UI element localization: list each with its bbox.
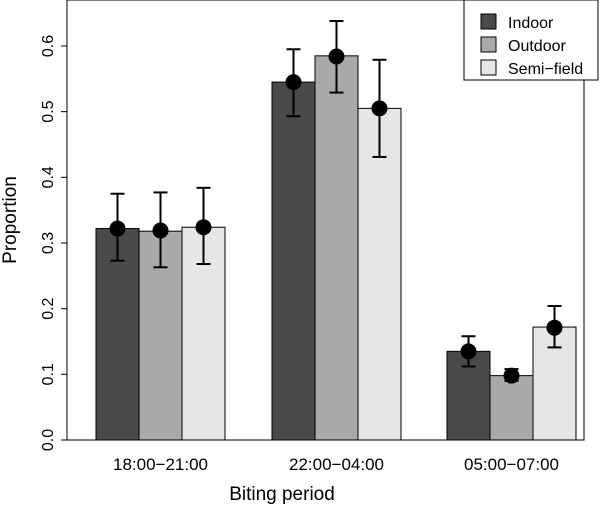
x-axis: 18:00−21:00 22:00−04:00 05:00−07:00: [113, 455, 559, 474]
legend-label: Indoor: [508, 15, 554, 32]
x-axis-label: Biting period: [229, 484, 335, 505]
legend-swatch: [480, 13, 497, 30]
legend-label: Outdoor: [508, 38, 566, 55]
x-tick-label: 18:00−21:00: [113, 455, 208, 474]
bar-outdoor-1: [314, 55, 359, 441]
y-tick-label: 0.5: [40, 100, 57, 122]
estimate-point: [152, 222, 169, 239]
y-tick-label: 0.1: [40, 363, 57, 385]
y-tick-label: 0.3: [40, 232, 57, 254]
legend: Indoor Outdoor Semi−field: [463, 0, 599, 81]
legend-swatch: [480, 59, 497, 76]
estimate-point: [285, 74, 302, 91]
y-tick-label: 0.4: [40, 166, 57, 188]
bar-outdoor-2: [489, 375, 534, 441]
estimate-point: [371, 100, 388, 117]
x-tick-label: 22:00−04:00: [289, 455, 384, 474]
estimate-point: [503, 367, 520, 384]
y-tick-label: 0.0: [40, 429, 57, 451]
legend-swatch: [480, 36, 497, 53]
estimate-point: [195, 219, 212, 236]
estimate-point: [460, 343, 477, 360]
y-axis: 0.0 0.1 0.2 0.3 0.4 0.5 0.6: [40, 35, 67, 451]
y-tick-label: 0.2: [40, 297, 57, 319]
y-axis-label: Proportion: [0, 176, 21, 264]
y-tick-label: 0.6: [40, 35, 57, 57]
error-bars-layer: [109, 20, 563, 384]
x-tick-label: 05:00−07:00: [464, 455, 559, 474]
legend-label: Semi−field: [508, 61, 583, 78]
bar-semifield-1: [357, 107, 402, 441]
bar-indoor-1: [271, 81, 316, 441]
estimate-point: [109, 220, 126, 237]
estimate-point: [546, 319, 563, 336]
estimate-point: [328, 48, 345, 65]
bars-layer: [95, 55, 577, 441]
